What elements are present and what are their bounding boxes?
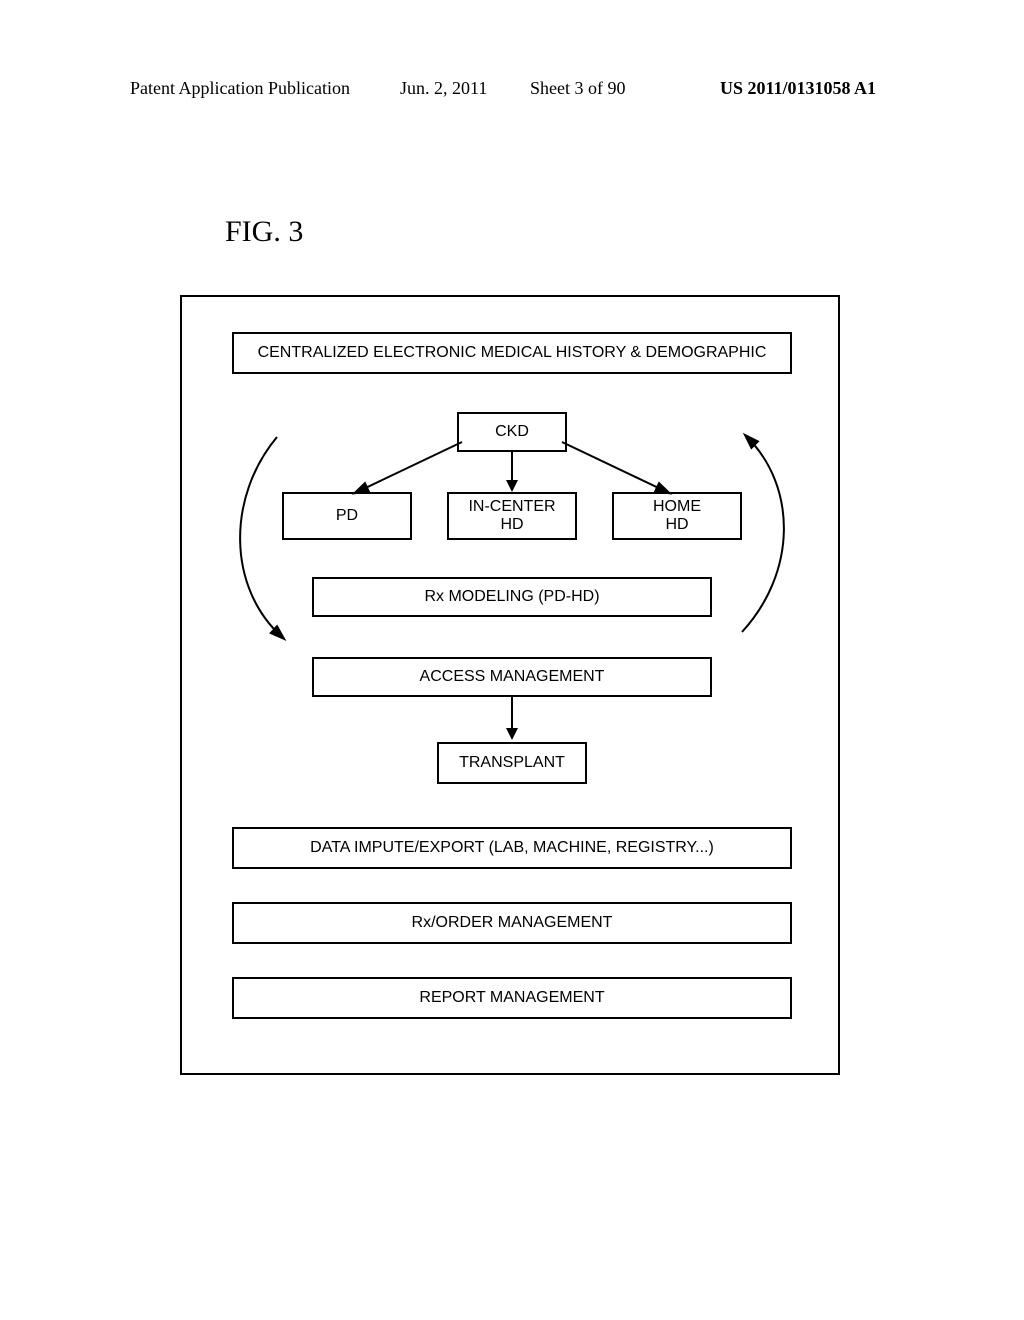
- figure-label: FIG. 3: [225, 215, 303, 249]
- box-pd: PD: [282, 492, 412, 540]
- box-rx-modeling: Rx MODELING (PD-HD): [312, 577, 712, 617]
- header-publication: Patent Application Publication: [130, 78, 350, 99]
- connector: [511, 697, 513, 730]
- connector: [511, 452, 513, 482]
- box-rx-order: Rx/ORDER MANAGEMENT: [232, 902, 792, 944]
- arrow-head-icon: [506, 728, 518, 740]
- box-incenter-hd: IN-CENTER HD: [447, 492, 577, 540]
- box-data-io: DATA IMPUTE/EXPORT (LAB, MACHINE, REGIST…: [232, 827, 792, 869]
- box-home-hd: HOME HD: [612, 492, 742, 540]
- box-report-management: REPORT MANAGEMENT: [232, 977, 792, 1019]
- box-access-management: ACCESS MANAGEMENT: [312, 657, 712, 697]
- arrow-head-icon: [506, 480, 518, 492]
- box-ckd: CKD: [457, 412, 567, 452]
- header-date: Jun. 2, 2011: [400, 78, 487, 99]
- header-pubno: US 2011/0131058 A1: [720, 78, 876, 99]
- box-transplant: TRANSPLANT: [437, 742, 587, 784]
- box-central-emr: CENTRALIZED ELECTRONIC MEDICAL HISTORY &…: [232, 332, 792, 374]
- header-sheet: Sheet 3 of 90: [530, 78, 625, 99]
- diagram-frame: CENTRALIZED ELECTRONIC MEDICAL HISTORY &…: [180, 295, 840, 1075]
